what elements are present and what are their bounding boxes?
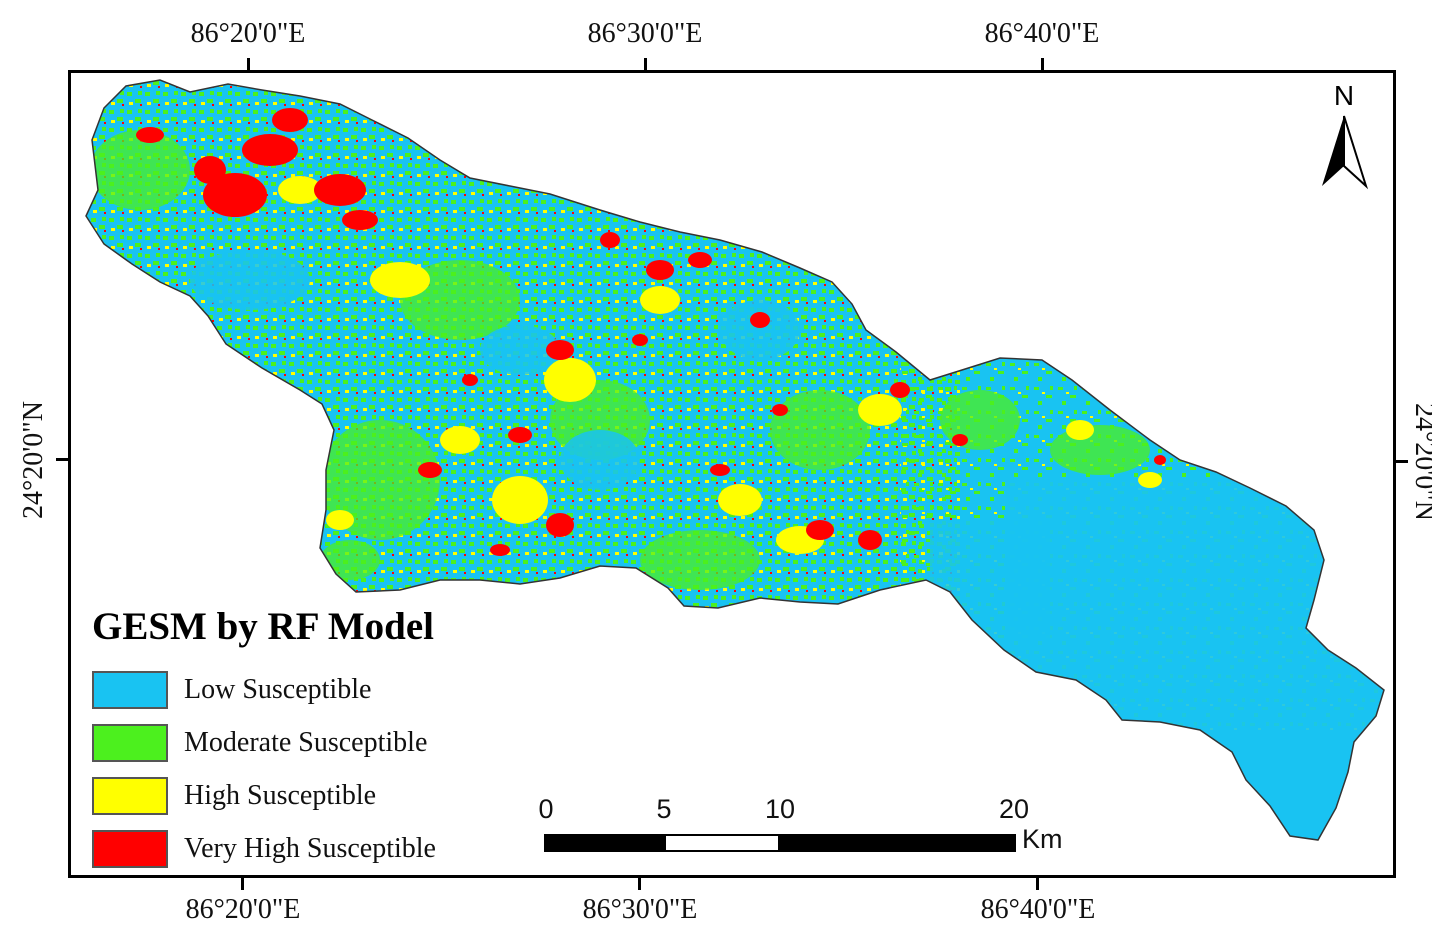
scale-tick-label: 10	[764, 794, 796, 824]
legend-item: Moderate Susceptible	[92, 716, 436, 769]
legend-item: High Susceptible	[92, 769, 436, 822]
scale-tick-label: 5	[656, 794, 672, 824]
graticule-bottom-label: 86°30'0"E	[582, 894, 698, 925]
graticule-top-label: 86°40'0"E	[984, 18, 1100, 49]
legend-label: Moderate Susceptible	[184, 726, 428, 758]
scale-segment	[664, 834, 780, 852]
legend-title: GESM by RF Model	[92, 605, 434, 648]
legend-swatch-high	[92, 776, 168, 815]
graticule-bottom-label: 86°20'0"E	[185, 894, 301, 925]
scale-tick-label: 20	[998, 794, 1030, 824]
tick-mark	[644, 58, 647, 70]
legend-label: High Susceptible	[184, 779, 377, 811]
map-frame	[68, 70, 1396, 878]
north-arrow: N	[1318, 82, 1370, 195]
north-arrow-icon	[1322, 115, 1369, 190]
tick-mark	[1396, 460, 1408, 463]
tick-mark	[247, 58, 250, 70]
tick-mark	[638, 878, 641, 890]
legend-swatch-moderate	[92, 723, 168, 762]
scale-segment	[544, 834, 664, 852]
scale-segment	[780, 834, 1016, 852]
tick-mark	[1041, 58, 1044, 70]
graticule-right-label: 24°20'0"N	[1409, 403, 1432, 521]
tick-mark	[56, 458, 68, 461]
scale-unit: Km	[1022, 824, 1063, 854]
tick-mark	[241, 878, 244, 890]
legend-label: Very High Susceptible	[184, 832, 436, 864]
scale-tick-label: 0	[538, 794, 554, 824]
graticule-top-label: 86°20'0"E	[190, 18, 306, 49]
tick-mark	[1036, 878, 1039, 890]
legend-item: Very High Susceptible	[92, 822, 436, 875]
legend-swatch-low	[92, 670, 168, 709]
graticule-left-label: 24°20'0"N	[18, 401, 49, 519]
legend-swatch-very-high	[92, 829, 168, 868]
legend-label: Low Susceptible	[184, 673, 372, 705]
north-letter: N	[1333, 80, 1355, 111]
legend: GESM by RF Model Low Susceptible Moderat…	[92, 604, 436, 875]
graticule-bottom-label: 86°40'0"E	[980, 894, 1096, 925]
graticule-top-label: 86°30'0"E	[587, 18, 703, 49]
legend-item: Low Susceptible	[92, 663, 436, 716]
